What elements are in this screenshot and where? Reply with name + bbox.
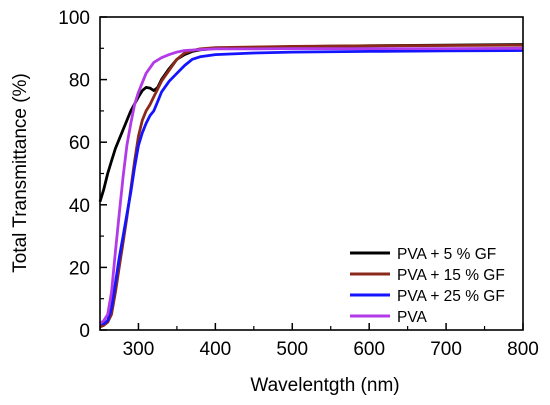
x-tick-label-700: 700: [430, 339, 462, 360]
x-tick-label-600: 600: [353, 339, 385, 360]
legend-label-2: PVA + 15 % GF: [397, 267, 505, 284]
legend-label-4: PVA: [397, 309, 428, 326]
y-tick-label-80: 80: [69, 71, 90, 92]
x-axis-title: Wavelentgth (nm): [250, 375, 399, 396]
y-tick-label-20: 20: [69, 258, 90, 279]
plot-area: [98, 43, 524, 329]
legend: PVA + 5 % GF PVA + 15 % GF PVA + 25 % GF PV…: [350, 246, 505, 326]
y-tick-label-100: 100: [58, 8, 90, 29]
axes: 300 400 500 600 700 800 0 20 40 60 80 100: [58, 8, 539, 360]
y-axis-title: Total Transmittance (%): [10, 73, 31, 273]
x-tick-label-800: 800: [507, 339, 539, 360]
series-line-3: [100, 49, 524, 326]
x-tick-label-400: 400: [200, 339, 232, 360]
legend-label-1: PVA + 5 % GF: [397, 246, 496, 263]
legend-label-3: PVA + 25 % GF: [397, 288, 505, 305]
x-tick-label-500: 500: [276, 339, 308, 360]
y-tick-label-60: 60: [69, 133, 90, 154]
y-tick-label-40: 40: [69, 196, 90, 217]
series-line-4: [99, 46, 524, 325]
x-tick-label-300: 300: [123, 339, 155, 360]
y-tick-label-0: 0: [79, 321, 90, 342]
series-line-1: [98, 43, 524, 203]
